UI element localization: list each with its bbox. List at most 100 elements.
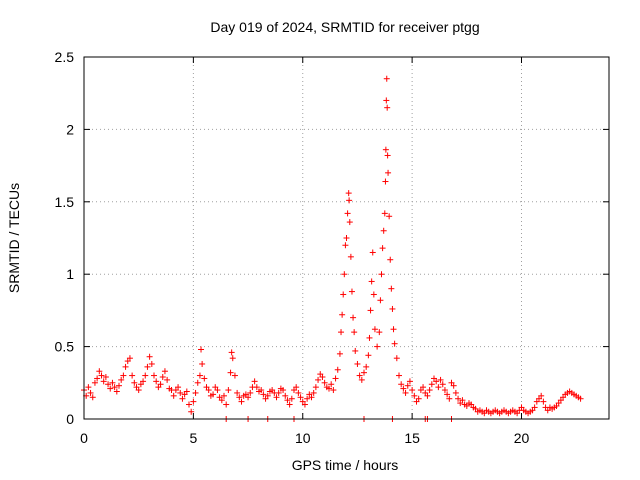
data-point xyxy=(129,372,136,379)
data-point xyxy=(284,397,291,404)
data-point xyxy=(344,210,351,217)
data-point xyxy=(420,384,427,391)
data-point xyxy=(326,385,332,392)
y-tick-label: 2 xyxy=(66,121,74,137)
data-point xyxy=(188,408,195,415)
data-point xyxy=(258,387,265,394)
data-point xyxy=(192,389,199,396)
data-point xyxy=(441,387,448,394)
plot-frame xyxy=(83,56,610,420)
data-point xyxy=(118,376,125,383)
data-point xyxy=(577,395,584,402)
data-point xyxy=(107,385,114,392)
data-point xyxy=(363,363,370,370)
data-point xyxy=(334,366,341,373)
y-tick-label: 0.5 xyxy=(55,339,75,355)
data-point xyxy=(342,242,349,249)
data-point xyxy=(446,395,453,402)
data-point xyxy=(91,379,98,386)
grid xyxy=(84,57,609,419)
data-point xyxy=(105,381,112,388)
data-point xyxy=(135,387,142,394)
data-point xyxy=(151,372,157,379)
data-point xyxy=(238,398,245,405)
data-point xyxy=(315,376,322,383)
data-point xyxy=(228,349,235,356)
data-point xyxy=(273,394,280,401)
data-point xyxy=(286,401,293,408)
data-point xyxy=(161,368,168,375)
y-tick-label: 2.5 xyxy=(55,49,75,65)
data-point xyxy=(366,334,373,341)
data-point xyxy=(426,387,433,394)
data-point xyxy=(229,355,236,362)
data-point xyxy=(389,305,396,312)
data-point xyxy=(260,391,267,398)
data-point xyxy=(439,381,446,388)
data-point xyxy=(199,360,206,367)
data-point xyxy=(411,392,418,399)
data-point xyxy=(190,398,197,405)
data-point xyxy=(437,376,444,383)
data-point xyxy=(157,381,164,388)
data-point xyxy=(452,389,459,396)
data-points xyxy=(81,75,584,422)
x-tick-label: 0 xyxy=(80,430,88,446)
data-point xyxy=(111,384,118,391)
data-point xyxy=(368,278,375,285)
x-tick-label: 20 xyxy=(514,430,530,446)
data-point xyxy=(350,314,357,321)
data-point xyxy=(400,385,407,392)
data-point xyxy=(251,378,258,385)
data-point xyxy=(428,381,435,388)
data-point xyxy=(126,355,133,362)
chart-title: Day 019 of 2024, SRMTID for receiver ptg… xyxy=(210,19,479,35)
data-point xyxy=(288,395,295,402)
data-point xyxy=(351,329,358,336)
data-point xyxy=(227,369,234,376)
data-point xyxy=(301,401,308,408)
data-point xyxy=(310,389,317,396)
data-point xyxy=(264,392,271,399)
data-point xyxy=(247,389,254,396)
data-point xyxy=(374,343,381,350)
data-point xyxy=(388,285,395,292)
data-point xyxy=(253,384,260,391)
data-point xyxy=(100,378,107,385)
data-point xyxy=(146,353,153,360)
data-point xyxy=(409,387,416,394)
data-point xyxy=(102,374,109,381)
data-point xyxy=(383,97,390,104)
data-point xyxy=(455,395,462,402)
data-point xyxy=(295,389,302,396)
y-tick-label: 1 xyxy=(66,266,74,282)
x-axis-title: GPS time / hours xyxy=(292,457,399,473)
data-point xyxy=(236,394,243,401)
data-point xyxy=(120,372,127,379)
data-point xyxy=(376,329,383,336)
data-point xyxy=(198,346,205,353)
data-point xyxy=(383,75,390,82)
data-point xyxy=(234,389,241,396)
data-point xyxy=(354,360,361,367)
data-point xyxy=(339,311,346,318)
data-point xyxy=(321,379,328,386)
data-point xyxy=(346,219,353,226)
data-point xyxy=(186,401,192,408)
data-point xyxy=(282,392,289,399)
data-point xyxy=(343,235,350,241)
data-point xyxy=(159,374,166,381)
data-point xyxy=(382,146,389,153)
data-point xyxy=(140,378,147,385)
data-point xyxy=(370,291,377,298)
data-point xyxy=(406,378,413,385)
data-point xyxy=(384,104,391,111)
data-point xyxy=(538,392,545,399)
data-point xyxy=(94,375,101,382)
data-point xyxy=(175,384,182,391)
data-point xyxy=(340,291,347,298)
data-point xyxy=(183,388,190,395)
data-point xyxy=(312,384,319,391)
data-point xyxy=(387,256,394,263)
